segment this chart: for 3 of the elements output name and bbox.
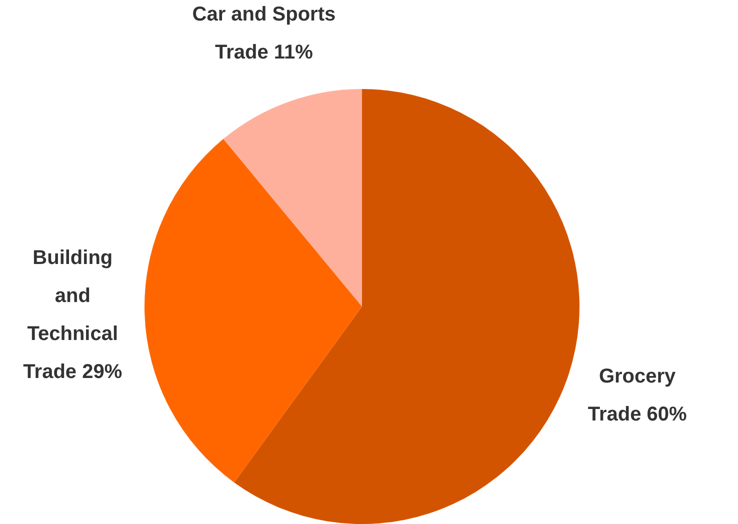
slice-label: Building and Technical Trade 29% [23,247,122,384]
slice-label: Grocery Trade 60% [588,365,688,426]
slice-label: Car and Sports Trade 11% [192,4,336,64]
